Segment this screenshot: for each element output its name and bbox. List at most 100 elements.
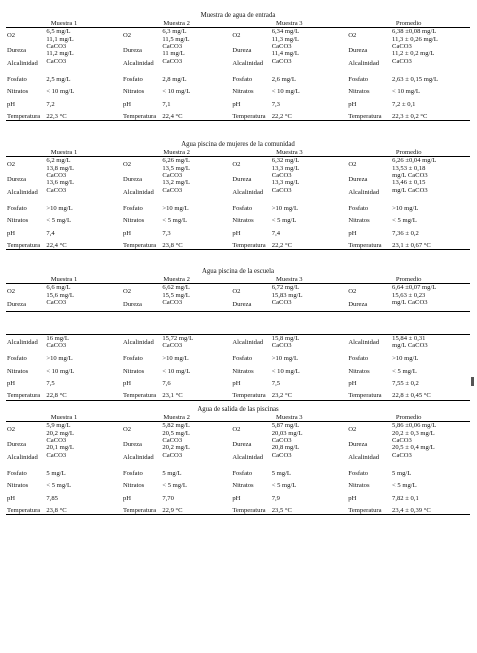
parameter-value: 7,82 ± 0,1 <box>392 494 419 502</box>
parameter-label: Dureza <box>6 298 46 313</box>
table-row: O2 6,6 mg/L 15,6 mg/L O2 6,62 mg/L 15,5 mg/… <box>6 284 470 299</box>
parameter-value: CaCO3 <box>46 57 67 65</box>
parameter-label: Fosfato <box>7 75 27 83</box>
parameter-value: CaCO3 <box>270 298 348 313</box>
parameter-value: 6,62 mg/L 15,5 mg/L <box>162 284 190 299</box>
parameter-value: mg/L CaCO3 <box>391 298 470 313</box>
parameter-value: mg/L CaCO3 13,46 ± 0,15 <box>392 171 428 187</box>
parameter-value: < 5 mg/L <box>46 482 71 490</box>
parameter-value: 16 mg/L CaCO3 <box>45 333 122 350</box>
parameter-value: 7,36 ± 0,2 <box>392 229 419 237</box>
parameter-value: 23,1 ± 0,67 °C <box>391 237 470 251</box>
parameter-label: Nitratos <box>348 217 370 225</box>
table-row: O2 6,5 mg/L 11,1 mg/L O2 6,3 mg/L 11,5 mg/L… <box>6 28 470 43</box>
parameter-label: Dureza <box>7 440 27 448</box>
parameter-value: 15,8 mg/L CaCO3 <box>270 333 348 350</box>
table-row: Nitratos < 10 mg/L Nitratos < 10 mg/L Nitrat… <box>6 83 470 96</box>
parameter-label: Nitratos <box>122 482 145 490</box>
table-row: Fosfato 5 mg/L Fosfato 5 mg/L Fosfato 5 mg/L F… <box>6 464 470 477</box>
column-header: Muestra 3 <box>231 413 348 423</box>
parameter-value: < 5 mg/L <box>162 482 187 490</box>
parameter-label: Fosfato <box>122 469 143 477</box>
parameter-value: 22,2 °C <box>270 108 348 122</box>
column-header: Muestra 1 <box>6 275 122 285</box>
table-row: Fosfato >10 mg/L Fosfato >10 mg/L Fosfato >10… <box>6 199 470 212</box>
parameter-value: CaCO3 11 mg/L <box>162 42 185 58</box>
parameter-value: < 5 mg/L <box>271 482 297 490</box>
parameter-label: Temperatura <box>231 387 271 401</box>
parameter-value: 6,5 mg/L 11,1 mg/L <box>46 28 74 43</box>
parameter-label: Nitratos <box>348 482 370 490</box>
parameter-value: CaCO3 20,8 mg/L <box>271 436 300 452</box>
parameter-value: < 10 mg/L <box>271 88 300 96</box>
parameter-value: mg/L CaCO3 <box>392 186 428 194</box>
section-title: Agua piscina de mujeres de la comunidad <box>181 141 295 148</box>
parameter-value: < 10 mg/L <box>162 367 191 375</box>
parameter-label: Alcalinidad <box>122 60 154 68</box>
parameter-value: 6,3 mg/L 11,5 mg/L <box>162 28 190 43</box>
parameter-label: O2 <box>232 287 241 295</box>
column-header: Muestra 3 <box>231 275 348 285</box>
parameter-value: 7,4 <box>271 229 281 237</box>
parameter-value: 2,8 mg/L <box>162 75 187 83</box>
parameter-value: 15,84 ± 0,31 mg/L CaCO3 <box>391 333 470 350</box>
parameter-value: CaCO3 <box>161 298 232 313</box>
parameter-value: 7,2 ± 0,1 <box>392 100 416 108</box>
table-row: Nitratos < 5 mg/L Nitratos < 5 mg/L Nitratos… <box>6 477 470 490</box>
parameter-value: < 10 mg/L <box>162 88 191 96</box>
parameter-value: 7,55 ± 0,2 <box>392 380 419 388</box>
column-header: Promedio <box>347 19 470 29</box>
parameter-value: 7,3 <box>271 100 280 108</box>
header-row: Muestra 1 Muestra 2 Muestra 3 Promedio <box>6 19 470 29</box>
parameter-label: pH <box>232 380 241 388</box>
parameter-value: >10 mg/L <box>46 355 73 363</box>
parameter-label: Fosfato <box>232 204 253 212</box>
parameter-value: 5 mg/L <box>271 469 291 477</box>
table-row: pH 7,85 pH 7,70 pH 7,9 pH 7,82 ± 0,1 <box>6 490 470 503</box>
parameter-label: Dureza <box>122 175 143 183</box>
parameter-label: Alcalinidad <box>121 333 162 350</box>
parameter-label: Temperatura <box>231 108 271 122</box>
parameter-label: O2 <box>348 425 357 433</box>
header-row: Muestra 1 Muestra 2 Muestra 3 Promedio <box>6 148 470 158</box>
parameter-label: O2 <box>348 287 357 295</box>
parameter-label: Alcalinidad <box>7 60 38 68</box>
parameter-label: Temperatura <box>121 502 162 516</box>
parameter-label: Alcalinidad <box>122 189 154 197</box>
parameter-value: >10 mg/L <box>46 204 73 212</box>
section-title: Agua piscina de la escuela <box>201 268 275 275</box>
parameter-label: O2 <box>7 160 16 168</box>
parameter-value: 7,3 <box>162 229 171 237</box>
table-row: pH 7,2 pH 7,1 pH 7,3 pH 7,2 ± 0,1 <box>6 96 470 109</box>
parameter-value: 22,4 °C <box>45 237 122 251</box>
parameter-value: 22,8 ± 0,45 °C <box>391 387 470 401</box>
parameter-value: 2,63 ± 0,15 mg/L <box>392 75 438 83</box>
parameter-value: 7,2 <box>46 100 55 108</box>
parameter-value: 6,72 mg/L 15,83 mg/L <box>271 284 303 299</box>
parameter-label: Nitratos <box>122 367 145 375</box>
parameter-value: < 5 mg/L <box>46 217 71 225</box>
parameter-label: Temperatura <box>121 108 162 122</box>
parameter-value: 7,70 <box>162 494 174 502</box>
parameter-value: 6,38 ±0,08 mg/L 11,3 ± 0,26 mg/L <box>392 28 438 43</box>
section-title-row: Agua piscina de mujeres de la comunidad <box>6 141 470 149</box>
parameter-label: Nitratos <box>7 88 29 96</box>
parameter-label: pH <box>348 100 357 108</box>
parameter-label: pH <box>122 100 132 108</box>
parameter-value: 5 mg/L <box>162 469 182 477</box>
scroll-indicator[interactable] <box>471 377 474 386</box>
table-row: Alcalinidad 16 mg/L CaCO3 Alcalinidad 15,72… <box>6 333 470 350</box>
table-row: Dureza CaCO3 20,1 mg/L Dureza CaCO3 20,2 mg… <box>6 437 470 452</box>
parameter-value: >10 mg/L <box>392 204 419 212</box>
parameter-label: Temperatura <box>6 387 46 401</box>
parameter-label: Fosfato <box>7 355 27 363</box>
parameter-label: pH <box>348 380 357 388</box>
parameter-label: Nitratos <box>122 217 145 225</box>
parameter-label: pH <box>232 229 241 237</box>
table-piscina-escuela-continued: Alcalinidad 16 mg/L CaCO3 Alcalinidad 15,72… <box>6 333 470 401</box>
parameter-label: Temperatura <box>347 108 392 122</box>
table-agua-entrada: Muestra de agua de entrada Muestra 1 Muest… <box>6 12 470 122</box>
parameter-value: 23,5 °C <box>270 502 348 516</box>
parameter-label: Nitratos <box>348 88 370 96</box>
parameter-label: O2 <box>232 160 241 168</box>
